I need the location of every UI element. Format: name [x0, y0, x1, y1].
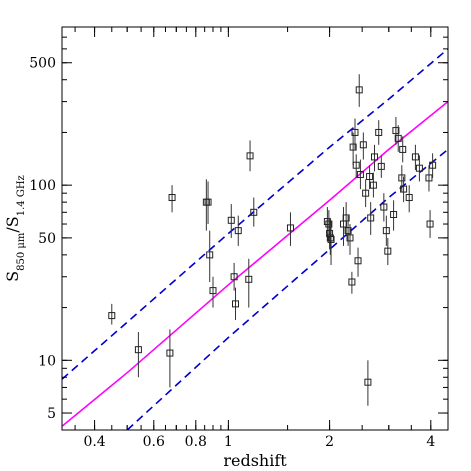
- point-marker-12: [245, 275, 253, 283]
- data-points: [108, 74, 437, 406]
- plot-frame: [61, 26, 449, 431]
- point-marker-2: [166, 349, 174, 357]
- bound-track-1: [62, 48, 448, 380]
- point-marker-16: [323, 218, 331, 226]
- point-marker-6: [206, 251, 214, 259]
- point-marker-22: [342, 214, 350, 222]
- median-track: [62, 100, 448, 427]
- x-axis-label: redshift: [223, 451, 287, 470]
- y-tick-label-0: 5: [47, 406, 56, 422]
- point-marker-40: [377, 162, 385, 170]
- bound-track-2: [126, 148, 448, 430]
- point-marker-3: [168, 194, 176, 202]
- point-marker-41: [380, 203, 388, 211]
- point-marker-29: [354, 257, 362, 265]
- point-marker-55: [429, 161, 437, 169]
- point-marker-11: [234, 227, 242, 235]
- point-marker-30: [355, 86, 363, 94]
- point-marker-36: [367, 214, 375, 222]
- x-tick-label-2: 0.8: [185, 434, 207, 450]
- point-marker-17: [325, 220, 333, 228]
- point-marker-24: [346, 234, 354, 242]
- x-tick-label-0: 0.4: [83, 434, 105, 450]
- x-tick-label-5: 4: [426, 434, 435, 450]
- point-marker-52: [415, 164, 423, 172]
- point-marker-26: [349, 143, 357, 151]
- point-marker-35: [366, 173, 374, 181]
- y-label-sub2: 1.4 GHz: [16, 175, 27, 216]
- point-marker-10: [232, 300, 240, 308]
- y-label-sub1: 850 μm: [16, 232, 27, 271]
- y-tick-label-1: 10: [38, 353, 56, 369]
- point-marker-31: [356, 171, 364, 179]
- point-marker-33: [362, 189, 370, 197]
- point-marker-19: [326, 234, 334, 242]
- point-marker-49: [400, 185, 408, 193]
- y-label-s1: S: [3, 271, 22, 282]
- x-tick-label-1: 0.6: [143, 434, 165, 450]
- point-marker-15: [286, 224, 294, 232]
- point-marker-25: [348, 278, 356, 286]
- y-axis-label: S850 μm/S1.4 GHz: [3, 175, 27, 282]
- point-marker-46: [394, 134, 402, 142]
- point-marker-27: [351, 128, 359, 136]
- point-marker-28: [352, 161, 360, 169]
- point-marker-42: [382, 227, 390, 235]
- point-marker-9: [230, 273, 238, 281]
- point-marker-0: [108, 312, 116, 320]
- axis-tick-labels: 0.4 0.6 0.8 1 2 4 5 10 50 100 500: [29, 56, 435, 450]
- axis-ticks: [62, 26, 448, 431]
- point-marker-37: [369, 181, 377, 189]
- point-marker-32: [359, 141, 367, 149]
- point-marker-14: [250, 208, 258, 216]
- point-marker-48: [399, 145, 407, 153]
- point-marker-47: [398, 174, 406, 182]
- y-label-sep: /S: [3, 216, 22, 232]
- point-marker-20: [327, 235, 335, 243]
- point-marker-5: [204, 198, 212, 206]
- x-tick-label-3: 1: [224, 434, 233, 450]
- point-marker-51: [411, 153, 419, 161]
- point-marker-8: [227, 216, 235, 224]
- model-tracks: [62, 48, 448, 430]
- point-marker-53: [425, 174, 433, 182]
- point-marker-13: [246, 152, 254, 160]
- y-tick-label-4: 500: [29, 56, 56, 72]
- y-tick-label-2: 50: [38, 231, 56, 247]
- point-marker-38: [370, 153, 378, 161]
- y-tick-label-3: 100: [29, 178, 56, 194]
- point-marker-34: [364, 378, 372, 386]
- point-marker-7: [209, 287, 217, 295]
- point-marker-45: [392, 127, 400, 135]
- point-marker-44: [390, 211, 398, 219]
- point-marker-50: [405, 194, 413, 202]
- point-marker-1: [134, 346, 142, 354]
- point-marker-23: [344, 227, 352, 235]
- point-marker-54: [426, 220, 434, 228]
- x-tick-label-4: 2: [325, 434, 334, 450]
- point-marker-39: [375, 128, 383, 136]
- point-marker-43: [384, 247, 392, 255]
